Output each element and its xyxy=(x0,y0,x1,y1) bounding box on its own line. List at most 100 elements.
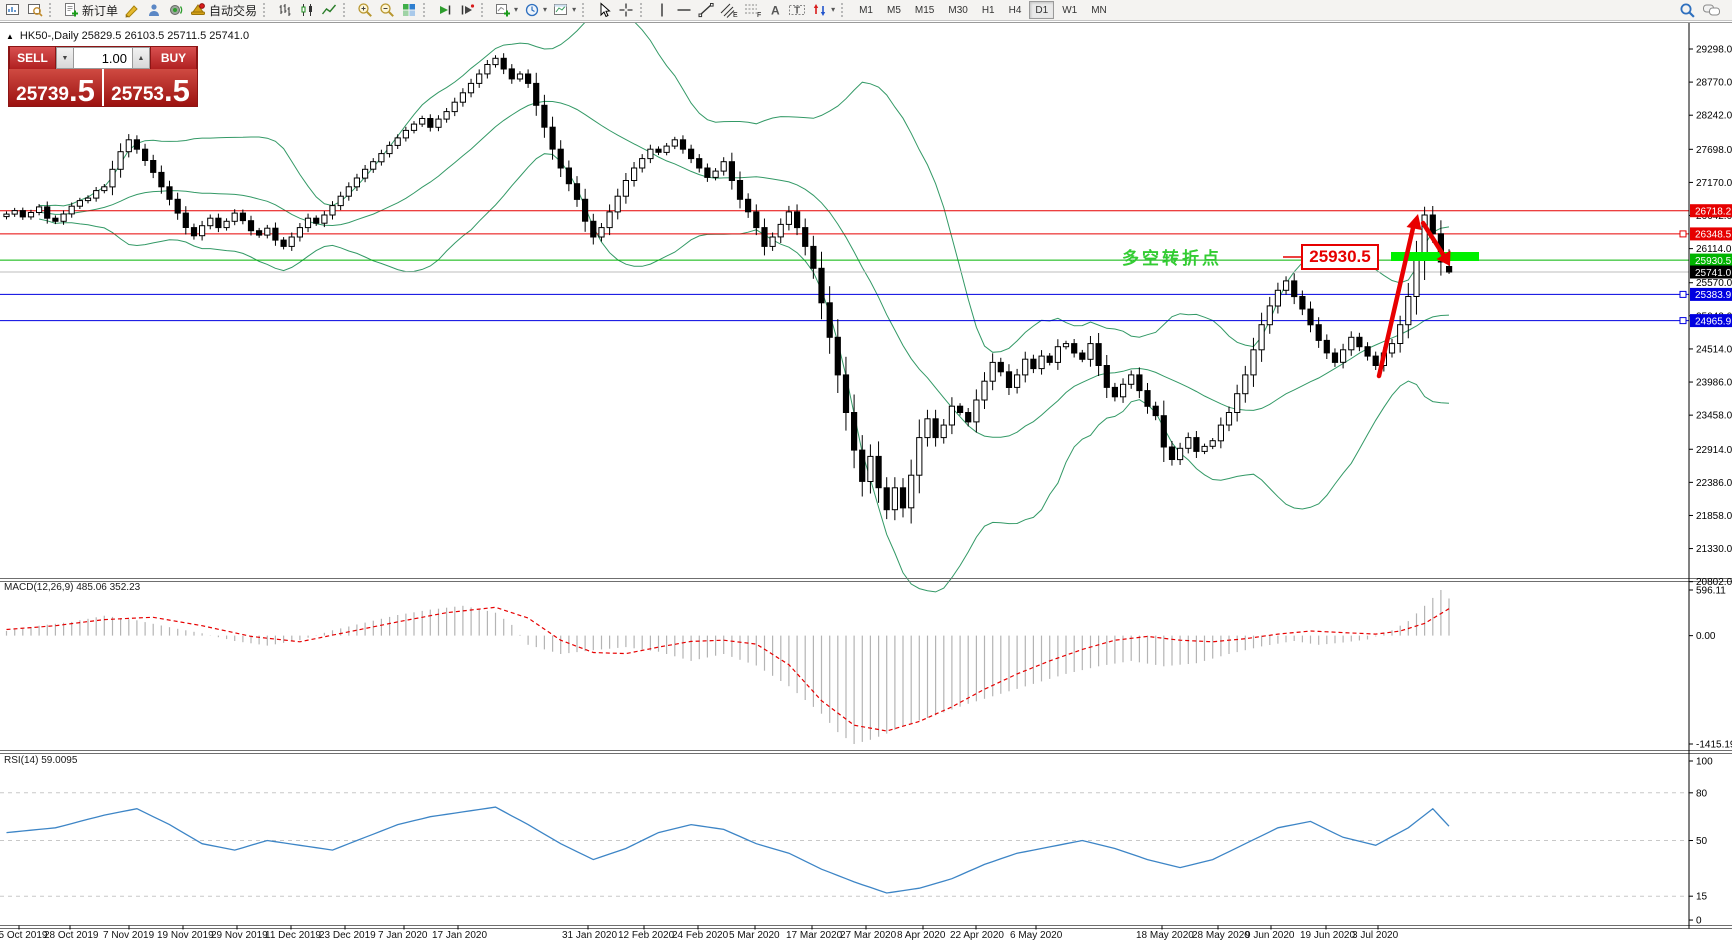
candlestick-chart-icon xyxy=(301,4,313,16)
price-tick-label: 23458.0 xyxy=(1696,411,1732,422)
candle-body xyxy=(834,336,841,376)
styler-button[interactable] xyxy=(121,1,143,19)
candle-body xyxy=(1005,371,1013,388)
price-tick-label: 27698.0 xyxy=(1696,145,1732,156)
chat-button[interactable] xyxy=(1699,1,1724,19)
profiles-button[interactable] xyxy=(24,1,46,19)
candle-body xyxy=(1405,296,1412,326)
candle-body xyxy=(1307,308,1314,326)
candle-body xyxy=(1095,343,1102,367)
time-label: 5 Mar 2020 xyxy=(729,930,780,941)
timeframe-D1[interactable]: D1 xyxy=(1029,1,1055,19)
templates-button[interactable]: ▾ xyxy=(550,1,579,19)
text-button[interactable]: A xyxy=(765,1,785,19)
timeframe-M30[interactable]: M30 xyxy=(948,4,968,16)
crosshair-button[interactable] xyxy=(615,1,637,19)
metaeditor-button[interactable] xyxy=(143,1,165,19)
candle-body xyxy=(1128,374,1135,385)
signals-button[interactable] xyxy=(165,1,187,19)
arrows-button[interactable]: ▾ xyxy=(809,1,838,19)
volume-up-button[interactable]: ▲ xyxy=(132,47,150,69)
line-handle[interactable] xyxy=(1679,290,1687,298)
sell-price-tile[interactable]: 25739 .5 xyxy=(9,69,102,106)
price-annotation-box[interactable]: 25930.5 xyxy=(1301,244,1379,270)
zoom-out-button[interactable] xyxy=(376,1,398,19)
equidistant-channel-button[interactable]: E xyxy=(717,1,741,19)
turning-point-annotation[interactable]: 多空转折点 xyxy=(1122,249,1222,269)
buy-price-tile[interactable]: 25753 .5 xyxy=(104,69,197,106)
periods-caret: ▾ xyxy=(543,5,548,14)
candle-body xyxy=(190,227,198,237)
candle-body xyxy=(1038,355,1045,370)
buy-button[interactable]: BUY xyxy=(150,47,197,69)
svg-text:T: T xyxy=(794,6,800,17)
horizontal-line-button[interactable] xyxy=(673,1,695,19)
price-tick-label: 21330.0 xyxy=(1696,544,1732,555)
timeframe-M5[interactable]: M5 xyxy=(887,4,901,16)
down-trend-arrow[interactable] xyxy=(1420,220,1447,259)
candle-body xyxy=(1168,446,1176,460)
symbol-marker-icon: ▲ xyxy=(6,31,14,41)
candle-body xyxy=(1160,415,1167,448)
macd-indicator-label: MACD(12,26,9) 485.06 352.23 xyxy=(4,582,141,593)
price-badge-text: 25383.9 xyxy=(1695,290,1732,301)
candle-body xyxy=(679,139,687,150)
candle-body xyxy=(997,361,1004,373)
chart-canvas[interactable]: 29298.028770.028242.027698.027170.026642… xyxy=(0,23,1732,948)
line-handle[interactable] xyxy=(1679,230,1687,238)
auto-scroll-button[interactable] xyxy=(434,1,456,19)
time-label: 31 Jan 2020 xyxy=(562,930,618,941)
zoom-in-button[interactable] xyxy=(354,1,376,19)
search-button[interactable] xyxy=(1676,1,1699,19)
candle-body xyxy=(1446,266,1453,273)
candle-body xyxy=(500,57,507,70)
candle-body xyxy=(965,412,972,423)
time-label: 28 Oct 2019 xyxy=(44,930,99,941)
candle-body xyxy=(1364,346,1371,357)
candle-body xyxy=(842,374,850,413)
candle-body xyxy=(36,206,43,213)
volume-input[interactable]: 1.00 xyxy=(74,47,132,69)
new-chart-button[interactable] xyxy=(2,1,24,19)
trendline-icon xyxy=(698,3,714,18)
vertical-line-icon xyxy=(661,3,663,17)
up-trend-arrow[interactable] xyxy=(1376,225,1416,379)
periods-button[interactable]: ▾ xyxy=(521,1,550,19)
candle-body xyxy=(508,68,515,80)
line-handle[interactable] xyxy=(1679,317,1687,325)
turning-point-highlight[interactable] xyxy=(1391,252,1479,261)
time-label: 18 May 2020 xyxy=(1136,930,1194,941)
fibonacci-button[interactable]: F xyxy=(741,1,765,19)
bar-chart-button[interactable] xyxy=(274,1,296,19)
candle-body xyxy=(44,206,51,219)
candle-body xyxy=(940,424,947,439)
timeframe-W1[interactable]: W1 xyxy=(1062,4,1078,16)
volume-down-button[interactable]: ▼ xyxy=(56,47,74,69)
candle-body xyxy=(476,73,483,84)
chart-shift-button[interactable] xyxy=(456,1,478,19)
price-badge-text: 25930.5 xyxy=(1695,256,1732,267)
rsi-line xyxy=(6,806,1450,894)
timeframe-M1[interactable]: M1 xyxy=(859,4,873,16)
macd-tick-label: 596.11 xyxy=(1696,586,1726,597)
cursor-button[interactable] xyxy=(593,1,615,19)
toolbar-grip xyxy=(841,3,848,17)
indicators-caret: ▾ xyxy=(514,5,519,14)
timeframe-M15[interactable]: M15 xyxy=(914,4,935,16)
candlestick-chart-button[interactable] xyxy=(296,1,318,19)
time-label: 7 Jan 2020 xyxy=(378,930,428,941)
timeframe-H4[interactable]: H4 xyxy=(1008,4,1022,16)
sell-button[interactable]: SELL xyxy=(9,47,56,69)
symbol-ohlc-text: HK50-,Daily 25829.5 26103.5 25711.5 2574… xyxy=(19,30,250,42)
text-label-button[interactable]: T xyxy=(785,1,809,19)
autotrading-button[interactable]: 自动交易 xyxy=(187,1,260,19)
timeframe-H1[interactable]: H1 xyxy=(981,4,995,16)
new-order-button[interactable]: 新订单 xyxy=(60,1,121,19)
timeframe-MN[interactable]: MN xyxy=(1091,4,1107,16)
tile-windows-button[interactable] xyxy=(398,1,420,19)
indicators-button[interactable]: ▾ xyxy=(492,1,521,19)
vertical-line-button[interactable] xyxy=(651,1,673,19)
trendline-button[interactable] xyxy=(695,1,717,19)
line-chart-button[interactable] xyxy=(318,1,340,19)
